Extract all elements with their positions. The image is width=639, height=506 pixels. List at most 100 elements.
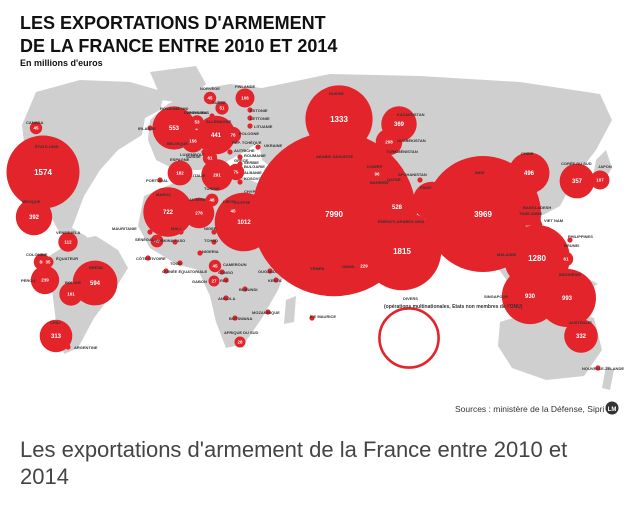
export-bubble-canada xyxy=(29,121,43,135)
export-bubble-lituanie xyxy=(247,123,253,129)
export-value-bresil: 594 xyxy=(90,281,101,287)
export-value-grece: 79 xyxy=(233,170,239,175)
country-label-qatar: QATAR xyxy=(387,177,401,182)
export-bubble-kosovo xyxy=(237,179,243,185)
export-bubble-afghanistan xyxy=(417,177,423,183)
country-label-brunei: BRUNEI xyxy=(564,243,579,248)
export-bubble-divers xyxy=(378,307,440,369)
world-map: LES EXPORTATIONS D'ARMEMENT DE LA FRANCE… xyxy=(6,13,625,415)
export-bubble-rep-tcheque xyxy=(225,141,231,147)
country-label-nigeria: NIGERIA xyxy=(202,249,219,254)
country-label-singapour: SINGAPOUR xyxy=(484,294,508,299)
export-bubble-togo xyxy=(177,260,183,266)
export-bubble-botswana xyxy=(232,315,238,321)
export-bubble-tunisie xyxy=(205,193,219,207)
country-label-estonie: ESTONIE xyxy=(250,108,268,113)
export-bubble-cote-d-ivoire xyxy=(145,255,151,261)
country-label-coree-du-sud: CORÉE DU SUD xyxy=(561,161,592,166)
export-bubble-ile-maurice xyxy=(309,315,315,321)
country-label-chypre: CHYPRE xyxy=(244,189,261,194)
country-label-burundi: BURUNDI xyxy=(239,287,257,292)
export-bubble-emirats-arabes-unis xyxy=(362,211,442,291)
export-value-kazakhstan: 369 xyxy=(394,122,405,128)
country-label-afghanistan: AFGHANISTAN xyxy=(398,172,427,177)
country-label-suisse: SUISSE xyxy=(186,154,201,159)
export-value-divers: 1032 xyxy=(402,336,416,342)
country-label-niger: NIGER xyxy=(204,226,217,231)
export-value-libye: 45 xyxy=(230,209,236,214)
country-label-venezuela: VENEZUELA xyxy=(56,230,80,235)
export-value-italie: 291 xyxy=(213,173,221,178)
export-value-allemagne: 441 xyxy=(211,133,222,139)
export-bubble-italie xyxy=(201,159,233,191)
export-bubble-libye xyxy=(226,204,240,218)
country-label-koweit: KOWEÏT xyxy=(367,164,384,169)
map-title-line-1: LES EXPORTATIONS D'ARMEMENT xyxy=(20,13,326,33)
export-value-canada: 45 xyxy=(33,126,39,131)
country-label-albanie: ALBANIE xyxy=(244,170,262,175)
country-label-afrique-du-sud: AFRIQUE DU SUD xyxy=(224,330,259,335)
export-bubble-espagne xyxy=(167,160,193,186)
country-label-kazakhstan: KAZAKHSTAN xyxy=(397,112,425,117)
export-bubble-afrique-du-sud xyxy=(234,336,246,348)
country-label-bresil: BRÉSIL xyxy=(89,265,104,270)
export-bubble-philippines xyxy=(567,237,573,243)
publisher-logo-icon xyxy=(605,401,619,415)
export-bubble-ouzbekistan xyxy=(375,128,403,156)
export-value-afrique-du-sud: 28 xyxy=(237,340,243,345)
country-label-ukraine: UKRAINE xyxy=(264,143,283,148)
country-label-tunisie: TUNISIE xyxy=(204,186,220,191)
country-label-perou: PÉROU xyxy=(21,278,35,283)
export-bubble-roumanie xyxy=(237,154,243,160)
export-value-colombie: 80 xyxy=(39,260,45,265)
export-bubble-gabon xyxy=(208,275,220,287)
export-bubble-mali xyxy=(178,229,184,235)
country-label-tchad: TCHAD xyxy=(204,238,218,243)
country-label-roumanie: ROUMANIE xyxy=(244,153,266,158)
export-value-japon: 107 xyxy=(596,178,604,183)
export-value-indonesie: 993 xyxy=(562,296,573,302)
export-bubble-burundi xyxy=(242,286,248,292)
export-bubble-algerie xyxy=(183,197,215,229)
export-bubble-japon xyxy=(590,170,610,190)
country-label-argentine: ARGENTINE xyxy=(74,345,98,350)
export-bubble-burkina-faso xyxy=(172,239,178,245)
country-label-guinee-equatoriale: GUINÉE ÉQUATORIALE xyxy=(162,269,208,274)
country-label-philippines: PHILIPPINES xyxy=(568,234,593,239)
country-label-yemen: YÉMEN xyxy=(310,266,324,271)
export-bubble-pologne xyxy=(224,126,242,144)
export-value-espagne: 182 xyxy=(176,171,184,176)
export-value-gabon: 27 xyxy=(211,279,217,284)
export-value-oman: 229 xyxy=(360,264,368,269)
export-value-venezuela: 112 xyxy=(64,240,72,245)
export-bubble-brunei xyxy=(558,251,574,267)
export-bubble-nigeria xyxy=(197,250,203,256)
country-label-grece: GRÈCE xyxy=(234,158,249,163)
country-label-inde: INDE xyxy=(475,170,485,175)
export-bubble-niger xyxy=(211,229,217,235)
country-label-mauritanie: MAURITANIE xyxy=(112,226,137,231)
country-label-autriche: AUTRICHE xyxy=(234,148,255,153)
country-label-turkmenistan: TURKMÉNISTAN xyxy=(386,149,418,154)
export-bubble-ukraine xyxy=(255,144,261,150)
export-bubble-lettonie xyxy=(247,115,253,121)
country-label-bahrein: BAHREÏN xyxy=(370,180,388,185)
export-bubble-mozambique xyxy=(265,309,271,315)
export-bubble-guinee-equatoriale xyxy=(163,268,169,274)
export-value-australie: 332 xyxy=(576,334,587,340)
country-label-viet-nam: VIET NAM xyxy=(544,218,564,223)
country-label-senegal: SÉNÉGAL xyxy=(135,237,155,242)
export-value-emirats-arabes-unis: 1815 xyxy=(393,247,411,256)
country-label-italie: ITALIE xyxy=(193,173,206,178)
country-label-serbie: SERBIE xyxy=(244,160,259,165)
country-label-congo: CONGO xyxy=(218,270,233,275)
country-label-japon: JAPON xyxy=(598,164,612,169)
country-label-allemagne: ALLEMAGNE xyxy=(206,119,232,124)
export-bubble-nouvelle-zelande xyxy=(595,365,601,371)
export-value-pologne: 78 xyxy=(230,133,236,138)
country-label-indonesie: INDONÉSIE xyxy=(559,272,581,277)
country-label-libye: LIBYE xyxy=(223,199,235,204)
export-bubble-irlande xyxy=(147,125,153,131)
export-value-maroc: 722 xyxy=(163,210,174,216)
export-bubble-estonie xyxy=(247,107,253,113)
